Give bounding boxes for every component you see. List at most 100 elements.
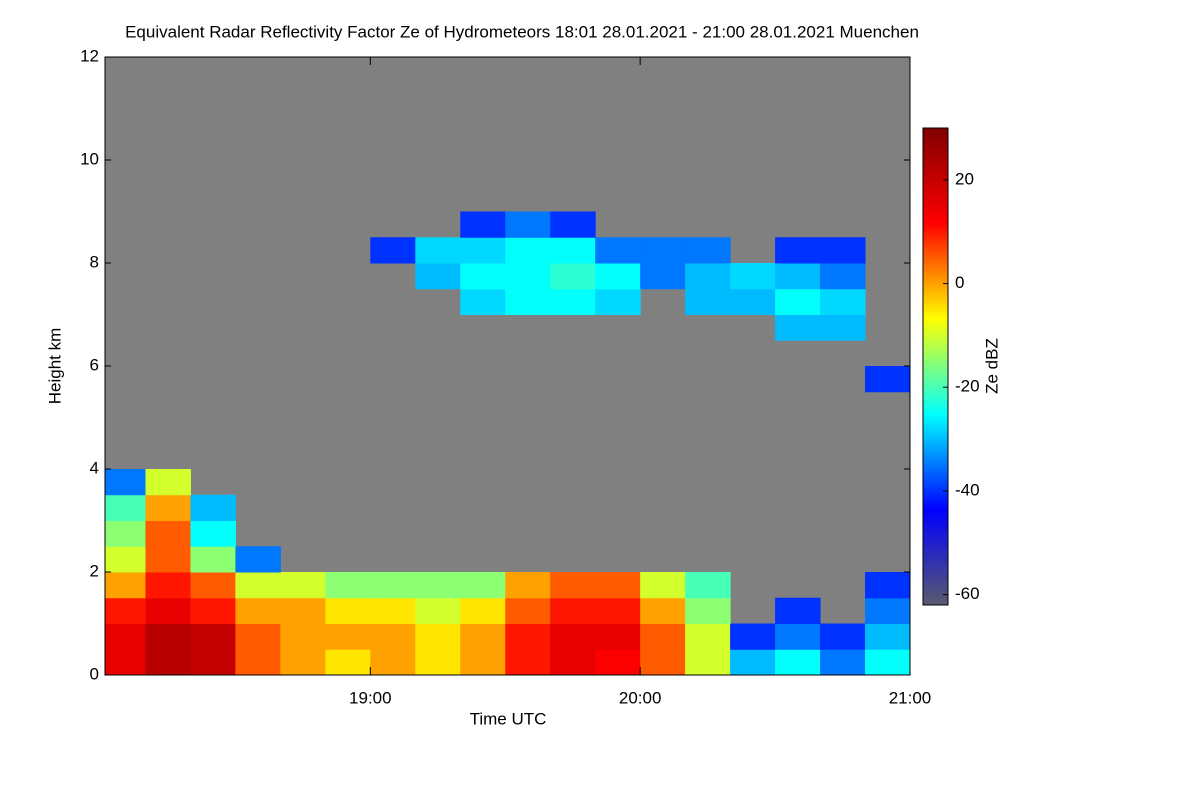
y-tick-label: 12 <box>80 46 99 65</box>
colorbar-label: Ze dBZ <box>982 338 1001 394</box>
cell <box>190 649 236 675</box>
cell <box>820 623 866 650</box>
cell <box>190 572 236 599</box>
cell <box>640 623 686 650</box>
cell <box>145 520 191 547</box>
cell <box>145 546 191 573</box>
x-axis-label: Time UTC <box>470 709 547 728</box>
cell <box>820 649 866 675</box>
cell <box>145 494 191 521</box>
cell <box>730 649 776 675</box>
cell <box>820 288 866 315</box>
colorbar-tick-label: -60 <box>955 584 980 603</box>
cell <box>865 572 910 599</box>
heatmap <box>105 211 910 675</box>
cell <box>685 572 731 599</box>
cell <box>280 649 326 675</box>
cell <box>325 597 371 624</box>
cell <box>370 572 416 599</box>
cell <box>595 623 641 650</box>
cell <box>505 649 551 675</box>
cell <box>460 211 506 238</box>
cell <box>190 494 236 521</box>
cell <box>415 597 461 624</box>
cell <box>105 520 146 547</box>
cell <box>105 572 146 599</box>
cell <box>105 649 146 675</box>
cell <box>640 263 686 290</box>
cell <box>145 597 191 624</box>
cell <box>325 572 371 599</box>
cell <box>235 572 281 599</box>
cell <box>595 597 641 624</box>
cell <box>595 237 641 264</box>
cell <box>550 572 596 599</box>
cell <box>370 623 416 650</box>
cell <box>865 597 910 624</box>
cell <box>865 366 910 393</box>
cell <box>325 649 371 675</box>
y-axis-label: Height km <box>45 328 64 405</box>
cell <box>460 263 506 290</box>
cell <box>550 211 596 238</box>
x-tick-label: 21:00 <box>889 688 932 707</box>
cell <box>685 288 731 315</box>
cell <box>190 597 236 624</box>
cell <box>505 288 551 315</box>
cell <box>280 597 326 624</box>
cell <box>820 314 866 341</box>
cell <box>235 546 281 573</box>
y-tick-label: 10 <box>80 149 99 168</box>
cell <box>190 546 236 573</box>
chart-title: Equivalent Radar Reflectivity Factor Ze … <box>125 22 919 41</box>
cell <box>105 623 146 650</box>
cell <box>325 623 371 650</box>
cell <box>190 520 236 547</box>
cell <box>820 237 866 264</box>
cell <box>105 597 146 624</box>
cell <box>775 597 821 624</box>
cell <box>280 623 326 650</box>
colorbar <box>922 127 949 606</box>
cell <box>550 597 596 624</box>
cell <box>415 623 461 650</box>
cell <box>370 597 416 624</box>
cell <box>685 237 731 264</box>
cell <box>460 623 506 650</box>
cell <box>550 649 596 675</box>
cell <box>460 237 506 264</box>
cell <box>145 649 191 675</box>
cell <box>775 263 821 290</box>
cell <box>595 572 641 599</box>
cell <box>550 237 596 264</box>
cell <box>595 263 641 290</box>
cell <box>640 597 686 624</box>
x-tick-label: 20:00 <box>619 688 662 707</box>
y-tick-label: 8 <box>90 252 99 271</box>
cell <box>640 572 686 599</box>
cell <box>685 263 731 290</box>
cell <box>505 623 551 650</box>
cell <box>145 623 191 650</box>
cell <box>640 649 686 675</box>
cell <box>370 237 416 264</box>
colorbar-tick-label: 20 <box>955 169 974 188</box>
y-tick-label: 2 <box>90 561 99 580</box>
cell <box>595 649 641 675</box>
cell <box>550 288 596 315</box>
cell <box>370 649 416 675</box>
cell <box>235 597 281 624</box>
cell <box>775 237 821 264</box>
cell <box>460 288 506 315</box>
cell <box>105 494 146 521</box>
cell <box>460 572 506 599</box>
cell <box>415 263 461 290</box>
cell <box>685 623 731 650</box>
cell <box>640 237 686 264</box>
cell <box>505 211 551 238</box>
cell <box>685 597 731 624</box>
cell <box>505 572 551 599</box>
cell <box>235 649 281 675</box>
colorbar-tick-label: 0 <box>955 273 964 292</box>
